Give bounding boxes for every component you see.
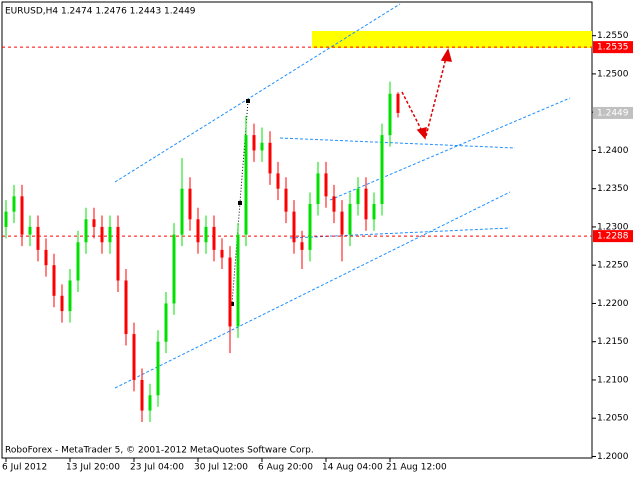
y-tick-label: 1.2000 [597,452,629,462]
target-zone [312,31,592,48]
y-tick-label: 1.2350 [597,184,629,194]
candle-body [156,341,160,396]
trend-line [329,97,571,201]
x-tick-label: 21 Aug 12:00 [386,463,447,473]
candle-body [396,93,400,113]
candle-body [284,188,288,212]
x-tick-label: 23 Jul 04:00 [130,463,184,473]
y-tick-label: 1.2100 [597,375,629,385]
candle-body [12,196,16,212]
plot-frame [1,1,593,459]
candle-body [4,211,8,227]
y-tick-label: 1.2050 [597,414,629,424]
candle-body [76,242,80,281]
x-tick-label: 6 Aug 20:00 [258,463,313,473]
candle-body [148,395,152,411]
candle-body [244,135,248,235]
candle-body [132,334,136,380]
candle-body [204,226,208,243]
candle-body [260,142,264,151]
y-tick-label: 1.2400 [597,146,629,156]
candle-body [60,295,64,312]
candle-body [332,196,336,212]
candle-body [196,219,200,243]
trend-line [279,137,516,149]
level-label-box [593,230,633,243]
candle-body [236,234,240,327]
candle-body [228,257,232,327]
candle-body [116,226,120,281]
chart-footer: RoboForex - MetaTrader 5, © 2001-2012 Me… [5,446,314,456]
candle-body [220,249,224,258]
candle-body [364,188,368,220]
wave-point [246,99,250,103]
candle-body [252,135,256,151]
trend-line [114,3,401,183]
y-tick-label: 1.2150 [597,337,629,347]
level-label: 1.2535 [597,43,629,53]
candle-body [52,265,56,296]
level-label-box [593,41,633,54]
candle-body [180,188,184,235]
candle-body [28,226,32,235]
wave-point [238,201,242,205]
candle-body [348,203,352,235]
arrow-head [440,48,453,62]
y-tick-label: 1.2300 [597,222,629,232]
level-label: 1.2449 [597,108,629,118]
x-tick-label: 6 Jul 2012 [2,463,47,473]
candle-body [388,93,392,136]
arrow-head [416,127,427,140]
y-tick-label: 1.2550 [597,31,629,41]
candle-body [140,379,144,411]
candle-body [292,211,296,243]
y-tick-label: 1.2500 [597,69,629,79]
x-tick-label: 13 Jul 20:00 [66,463,120,473]
candle-body [268,142,272,174]
trend-line [114,191,511,389]
level-label: 1.2288 [597,232,629,242]
candle-body [124,280,128,335]
candle-body [68,280,72,312]
candle-body [108,226,112,243]
wave-point [230,302,234,306]
forecast-arrow [425,57,447,137]
candle-body [356,188,360,204]
candle-body [84,219,88,243]
x-tick-label: 30 Jul 12:00 [194,463,248,473]
trend-lines [114,3,571,389]
y-tick-label: 1.2200 [597,299,629,309]
candle-body [276,173,280,189]
candle-body [380,135,384,204]
candle-body [372,203,376,220]
candle-body [316,173,320,204]
candle-body [300,242,304,250]
candle-body [172,234,176,304]
wave-line [231,100,249,305]
forecast-arrows [401,48,453,140]
candle-body [92,219,96,227]
candle-body [20,196,24,235]
chart-header: EURUSD,H4 1.2474 1.2476 1.2443 1.2449 [5,7,196,17]
candle-body [212,226,216,250]
x-tick-label: 14 Aug 04:00 [322,463,383,473]
candle-body [188,188,192,220]
candle-body [308,203,312,250]
forecast-arrow [401,91,424,134]
candle-body [100,226,104,243]
candle-body [340,211,344,235]
candle-body [36,226,40,250]
candle-body [164,303,168,342]
candle-body [324,173,328,197]
y-tick-label: 1.2250 [597,261,629,271]
candle-body [44,249,48,266]
level-label-box [593,106,633,119]
